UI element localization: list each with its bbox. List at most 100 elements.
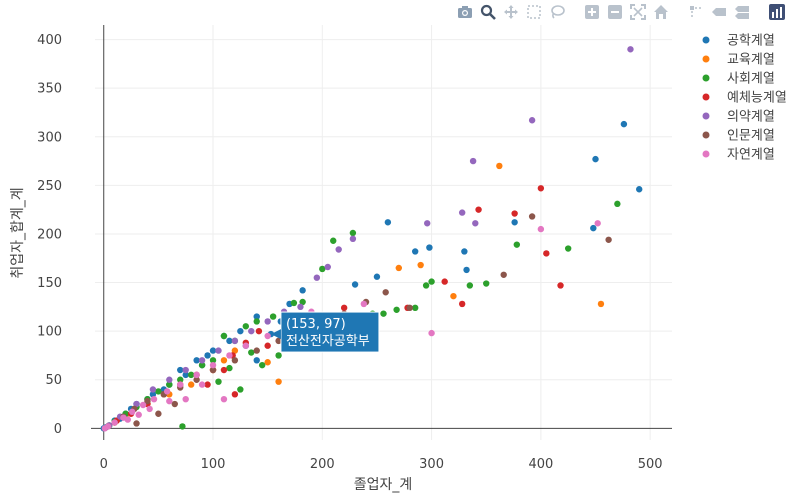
data-point[interactable] <box>237 327 244 335</box>
data-point[interactable] <box>483 280 490 287</box>
data-point[interactable] <box>226 337 233 345</box>
data-point[interactable] <box>299 287 306 294</box>
autoscale-button[interactable] <box>628 3 647 22</box>
data-point[interactable] <box>543 250 550 257</box>
data-point[interactable] <box>133 420 140 427</box>
data-point[interactable] <box>215 378 222 385</box>
series-7[interactable] <box>101 220 601 432</box>
data-point[interactable] <box>166 376 173 383</box>
data-point[interactable] <box>182 395 189 403</box>
data-point[interactable] <box>513 241 521 248</box>
data-point[interactable] <box>463 266 470 274</box>
data-point[interactable] <box>441 278 448 285</box>
data-point[interactable] <box>139 401 147 409</box>
data-point[interactable] <box>472 220 479 227</box>
data-point[interactable] <box>537 185 545 192</box>
data-point[interactable] <box>597 300 605 308</box>
data-point[interactable] <box>198 357 206 364</box>
data-point[interactable] <box>209 361 217 369</box>
data-point[interactable] <box>133 400 140 408</box>
data-point[interactable] <box>149 391 157 398</box>
data-point[interactable] <box>248 327 255 335</box>
data-point[interactable] <box>166 397 173 405</box>
data-point[interactable] <box>182 366 189 374</box>
data-point[interactable] <box>324 263 331 271</box>
data-point[interactable] <box>144 397 151 405</box>
data-point[interactable] <box>605 236 612 243</box>
data-point[interactable] <box>231 357 239 364</box>
data-point[interactable] <box>128 408 136 416</box>
data-point[interactable] <box>187 381 195 388</box>
data-point[interactable] <box>313 274 321 281</box>
legend-item[interactable]: 교육계열 <box>702 53 775 68</box>
data-point[interactable] <box>220 332 228 340</box>
data-point[interactable] <box>204 352 211 359</box>
data-point[interactable] <box>177 366 184 374</box>
data-point[interactable] <box>458 209 466 216</box>
data-point[interactable] <box>382 289 389 296</box>
data-point[interactable] <box>111 419 118 426</box>
box-select-button[interactable] <box>524 3 543 22</box>
data-point[interactable] <box>198 381 206 388</box>
data-point[interactable] <box>264 318 271 325</box>
series-2[interactable] <box>111 162 605 426</box>
data-point[interactable] <box>351 281 359 288</box>
spike-lines-button[interactable] <box>686 3 705 22</box>
data-point[interactable] <box>450 292 457 300</box>
data-point[interactable] <box>242 342 250 349</box>
legend-item[interactable]: 자연계열 <box>702 148 775 163</box>
data-point[interactable] <box>299 298 306 306</box>
data-point[interactable] <box>253 313 260 320</box>
data-point[interactable] <box>155 410 162 417</box>
data-point[interactable] <box>187 371 195 379</box>
data-point[interactable] <box>475 206 482 213</box>
data-point[interactable] <box>163 388 171 395</box>
data-point[interactable] <box>177 376 184 383</box>
data-point[interactable] <box>511 219 518 226</box>
data-point[interactable] <box>335 246 342 253</box>
data-point[interactable] <box>275 352 282 359</box>
data-point[interactable] <box>528 213 536 220</box>
data-point[interactable] <box>297 303 304 311</box>
data-point[interactable] <box>231 347 239 354</box>
data-point[interactable] <box>395 264 402 272</box>
series-5[interactable] <box>106 46 634 429</box>
data-point[interactable] <box>193 371 200 379</box>
hover-closest-button[interactable] <box>709 3 728 22</box>
data-point[interactable] <box>340 304 348 312</box>
data-point[interactable] <box>248 349 255 356</box>
lasso-select-button[interactable] <box>547 3 566 22</box>
data-point[interactable] <box>349 235 357 243</box>
data-point[interactable] <box>264 342 271 349</box>
data-point[interactable] <box>411 248 419 255</box>
data-point[interactable] <box>220 395 228 403</box>
data-point[interactable] <box>155 388 162 395</box>
data-point[interactable] <box>209 357 217 364</box>
data-point[interactable] <box>124 416 131 423</box>
data-point[interactable] <box>428 278 435 285</box>
data-point[interactable] <box>319 265 326 273</box>
data-point[interactable] <box>253 357 260 364</box>
data-point[interactable] <box>557 282 564 289</box>
data-point[interactable] <box>101 425 109 432</box>
plotly-logo-button[interactable] <box>767 3 786 22</box>
data-point[interactable] <box>424 220 431 227</box>
data-point[interactable] <box>275 378 282 385</box>
data-point[interactable] <box>171 400 178 408</box>
data-point[interactable] <box>193 376 200 383</box>
data-point[interactable] <box>469 157 477 165</box>
data-point[interactable] <box>500 271 507 278</box>
data-point[interactable] <box>198 361 206 369</box>
data-point[interactable] <box>614 200 621 208</box>
data-point[interactable] <box>384 219 392 226</box>
data-point[interactable] <box>275 337 282 345</box>
legend-item[interactable]: 의약계열 <box>702 110 775 125</box>
data-point[interactable] <box>179 423 186 430</box>
data-point[interactable] <box>135 411 142 418</box>
data-point[interactable] <box>220 357 228 364</box>
data-point[interactable] <box>220 366 228 374</box>
data-point[interactable] <box>290 299 298 307</box>
data-point[interactable] <box>466 282 474 289</box>
data-point[interactable] <box>253 318 260 325</box>
